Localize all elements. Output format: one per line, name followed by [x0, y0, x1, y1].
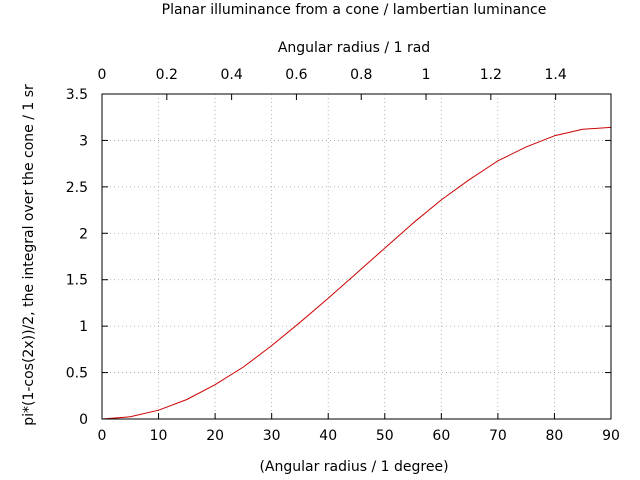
x2-axis-label: Angular radius / 1 rad: [278, 40, 430, 56]
x2-tick-label: 0.4: [220, 67, 242, 83]
x2-tick-label: 0.6: [285, 67, 307, 83]
x-tick-label: 0: [98, 428, 107, 444]
series-line: [101, 126, 612, 420]
y-tick-label: 0: [79, 412, 88, 428]
y-tick-label: 1.5: [66, 273, 88, 289]
x-tick-label: 80: [546, 428, 564, 444]
series-layer: [101, 126, 612, 420]
x-tick-label: 60: [432, 428, 450, 444]
x-tick-label: 90: [602, 428, 620, 444]
x2-tick-label: 0.2: [156, 67, 178, 83]
x-tick-label: 30: [263, 428, 281, 444]
x-tick-label: 20: [206, 428, 224, 444]
x-tick-label: 50: [376, 428, 394, 444]
x-tick-label: 10: [150, 428, 168, 444]
x-tick-label: 40: [319, 428, 337, 444]
plot-frame: [101, 93, 612, 420]
grid: [102, 94, 611, 419]
y-tick-label: 2.5: [66, 180, 88, 196]
y-tick-label: 3: [79, 133, 88, 149]
x2-tick-label: 0.8: [350, 67, 372, 83]
x-tick-label: 70: [489, 428, 507, 444]
x2-tick-label: 0: [98, 67, 107, 83]
y-tick-label: 1: [79, 319, 88, 335]
chart-title: Planar illuminance from a cone / lambert…: [162, 2, 547, 18]
x2-tick-label: 1.4: [545, 67, 567, 83]
x-axis-label: (Angular radius / 1 degree): [259, 459, 448, 475]
x2-tick-label: 1: [422, 67, 431, 83]
y-tick-label: 2: [79, 226, 88, 242]
y-tick-label: 0.5: [66, 366, 88, 382]
y-tick-label: 3.5: [66, 87, 88, 103]
y-axis-label: pi*(1-cos(2x))/2, the integral over the …: [21, 84, 37, 426]
x2-tick-label: 1.2: [480, 67, 502, 83]
ticks: 0 10 20 30 40 50 60 70 80 90 0 0.5 1 1.5 2 2.5 3 3.5 0 0.2 0…: [66, 67, 620, 444]
